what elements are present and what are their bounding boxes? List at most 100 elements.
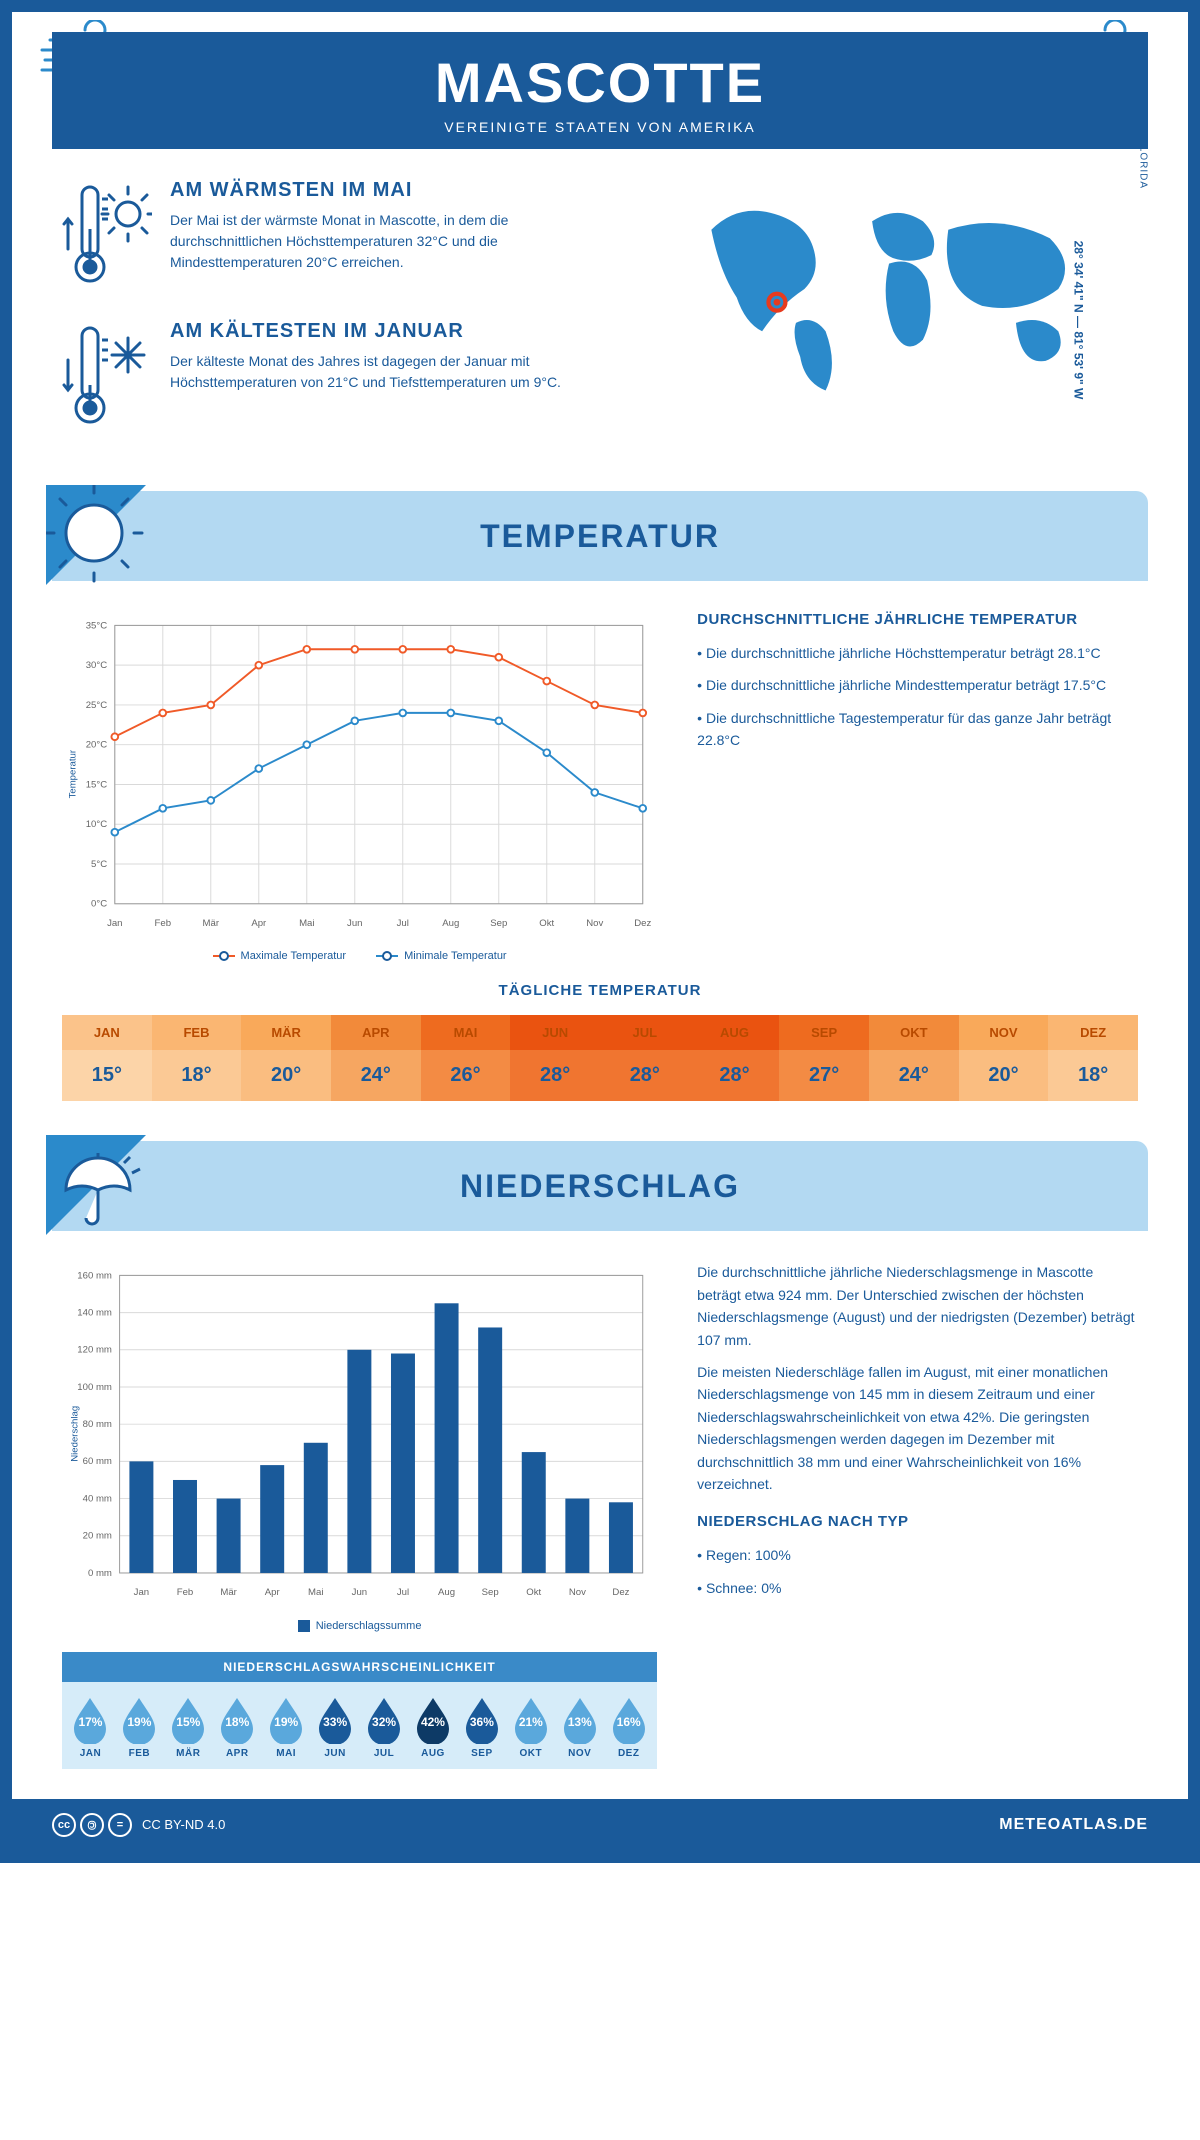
svg-text:Mai: Mai [308, 1587, 323, 1598]
svg-text:120 mm: 120 mm [77, 1345, 112, 1356]
svg-text:Feb: Feb [155, 918, 172, 929]
precip-probability-panel: NIEDERSCHLAGSWAHRSCHEINLICHKEIT 17%JAN19… [62, 1652, 657, 1769]
legend-max-label: Maximale Temperatur [241, 950, 347, 962]
precip-prob-cell: 17%JAN [68, 1696, 113, 1759]
svg-text:Sep: Sep [490, 918, 507, 929]
daily-temp-month: APR [331, 1015, 421, 1050]
svg-text:Jul: Jul [397, 918, 409, 929]
precip-prob-cell: 15%MÄR [166, 1696, 211, 1759]
temperature-legend: Maximale Temperatur Minimale Temperatur [62, 950, 657, 962]
precip-probability-grid: 17%JAN19%FEB15%MÄR18%APR19%MAI33%JUN32%J… [62, 1682, 657, 1769]
daily-temp-panel: TÄGLICHE TEMPERATUR JANFEBMÄRAPRMAIJUNJU… [12, 982, 1188, 1131]
precipitation-title: NIEDERSCHLAG [460, 1168, 740, 1205]
temperature-body: 0°C5°C10°C15°C20°C25°C30°C35°CJanFebMärA… [12, 581, 1188, 982]
cc-icons: cc 🄯 = [52, 1813, 132, 1837]
nd-icon: = [108, 1813, 132, 1837]
fact-warmest-text: AM WÄRMSTEN IM MAI Der Mai ist der wärms… [170, 179, 610, 294]
svg-text:15°C: 15°C [86, 779, 107, 790]
license-text: CC BY-ND 4.0 [142, 1817, 225, 1832]
legend-precip-label: Niederschlagssumme [316, 1620, 422, 1632]
temperature-bullet: Die durchschnittliche jährliche Höchstte… [697, 642, 1138, 664]
header: MASCOTTE VEREINIGTE STAATEN VON AMERIKA [52, 32, 1148, 149]
precip-para-2: Die meisten Niederschläge fallen im Augu… [697, 1361, 1138, 1495]
daily-temp-heading: TÄGLICHE TEMPERATUR [62, 982, 1138, 999]
world-map [640, 179, 1138, 399]
svg-text:35°C: 35°C [86, 620, 107, 631]
svg-text:0°C: 0°C [91, 899, 107, 910]
svg-text:Okt: Okt [539, 918, 554, 929]
daily-temp-month: MÄR [241, 1015, 331, 1050]
page-subtitle: VEREINIGTE STAATEN VON AMERIKA [52, 119, 1148, 135]
fact-warmest: AM WÄRMSTEN IM MAI Der Mai ist der wärms… [62, 179, 610, 294]
svg-text:Okt: Okt [526, 1587, 541, 1598]
daily-temp-month: JUL [600, 1015, 690, 1050]
daily-temp-value: 28° [510, 1050, 600, 1101]
precip-para-1: Die durchschnittliche jährliche Niedersc… [697, 1261, 1138, 1351]
daily-temp-month: MAI [421, 1015, 511, 1050]
daily-temp-month: NOV [959, 1015, 1049, 1050]
svg-text:40 mm: 40 mm [83, 1494, 112, 1505]
daily-temp-value: 18° [152, 1050, 242, 1101]
legend-max: Maximale Temperatur [213, 950, 347, 962]
precip-prob-cell: 13%NOV [557, 1696, 602, 1759]
daily-temp-value: 26° [421, 1050, 511, 1101]
svg-text:Nov: Nov [569, 1587, 586, 1598]
intro-section: AM WÄRMSTEN IM MAI Der Mai ist der wärms… [12, 149, 1188, 481]
svg-text:Aug: Aug [442, 918, 459, 929]
daily-temp-value: 18° [1048, 1050, 1138, 1101]
precip-type-bullet: Regen: 100% [697, 1544, 1138, 1566]
svg-text:140 mm: 140 mm [77, 1308, 112, 1319]
section-head-precipitation: NIEDERSCHLAG [52, 1141, 1148, 1231]
svg-text:Dez: Dez [612, 1587, 629, 1598]
precip-type-bullet: Schnee: 0% [697, 1577, 1138, 1599]
svg-text:10°C: 10°C [86, 819, 107, 830]
daily-temp-value: 27° [779, 1050, 869, 1101]
precip-prob-cell: 42%AUG [411, 1696, 456, 1759]
svg-text:20°C: 20°C [86, 740, 107, 751]
intro-facts: AM WÄRMSTEN IM MAI Der Mai ist der wärms… [62, 179, 610, 461]
temperature-line-chart: 0°C5°C10°C15°C20°C25°C30°C35°CJanFebMärA… [62, 611, 657, 937]
svg-text:25°C: 25°C [86, 700, 107, 711]
svg-text:Aug: Aug [438, 1587, 455, 1598]
svg-text:Mär: Mär [203, 918, 220, 929]
umbrella-icon [46, 1135, 156, 1245]
svg-text:Temperatur: Temperatur [67, 749, 78, 798]
thermometer-sun-icon [62, 179, 152, 294]
thermometer-snow-icon [62, 320, 152, 435]
cc-icon: cc [52, 1813, 76, 1837]
svg-text:20 mm: 20 mm [83, 1531, 112, 1542]
daily-temp-month: AUG [690, 1015, 780, 1050]
daily-temp-value: 28° [690, 1050, 780, 1101]
temperature-text-heading: DURCHSCHNITTLICHE JÄHRLICHE TEMPERATUR [697, 611, 1138, 628]
sun-icon [46, 485, 156, 595]
fact-coldest-text: AM KÄLTESTEN IM JANUAR Der kälteste Mona… [170, 320, 610, 435]
daily-temp-month: FEB [152, 1015, 242, 1050]
svg-text:Feb: Feb [177, 1587, 194, 1598]
daily-temp-value: 24° [869, 1050, 959, 1101]
precip-prob-cell: 19%FEB [117, 1696, 162, 1759]
section-head-temperature: TEMPERATUR [52, 491, 1148, 581]
temperature-bullet: Die durchschnittliche Tagestemperatur fü… [697, 707, 1138, 752]
precip-prob-cell: 32%JUL [362, 1696, 407, 1759]
daily-temp-month: DEZ [1048, 1015, 1138, 1050]
svg-text:60 mm: 60 mm [83, 1457, 112, 1468]
daily-temp-value: 28° [600, 1050, 690, 1101]
fact-coldest: AM KÄLTESTEN IM JANUAR Der kälteste Mona… [62, 320, 610, 435]
temperature-bullet: Die durchschnittliche jährliche Mindestt… [697, 674, 1138, 696]
temperature-chart-col: 0°C5°C10°C15°C20°C25°C30°C35°CJanFebMärA… [62, 611, 657, 962]
temperature-text-col: DURCHSCHNITTLICHE JÄHRLICHE TEMPERATUR D… [697, 611, 1138, 962]
temperature-title: TEMPERATUR [480, 518, 720, 555]
daily-temp-value: 20° [241, 1050, 331, 1101]
daily-temp-header-row: JANFEBMÄRAPRMAIJUNJULAUGSEPOKTNOVDEZ [62, 1015, 1138, 1050]
intro-map-panel: FLORIDA 28° 34' 41" N — 81° 53' 9" W [640, 179, 1138, 461]
precipitation-body: 0 mm20 mm40 mm60 mm80 mm100 mm120 mm140 … [12, 1231, 1188, 1789]
svg-text:80 mm: 80 mm [83, 1419, 112, 1430]
coordinates-label: 28° 34' 41" N — 81° 53' 9" W [1072, 241, 1086, 400]
daily-temp-month: JAN [62, 1015, 152, 1050]
precipitation-legend: Niederschlagssumme [62, 1620, 657, 1632]
precipitation-text-col: Die durchschnittliche jährliche Niedersc… [697, 1261, 1138, 1769]
svg-text:100 mm: 100 mm [77, 1382, 112, 1393]
precip-prob-cell: 33%JUN [313, 1696, 358, 1759]
svg-text:Mai: Mai [299, 918, 314, 929]
svg-text:Jun: Jun [347, 918, 362, 929]
